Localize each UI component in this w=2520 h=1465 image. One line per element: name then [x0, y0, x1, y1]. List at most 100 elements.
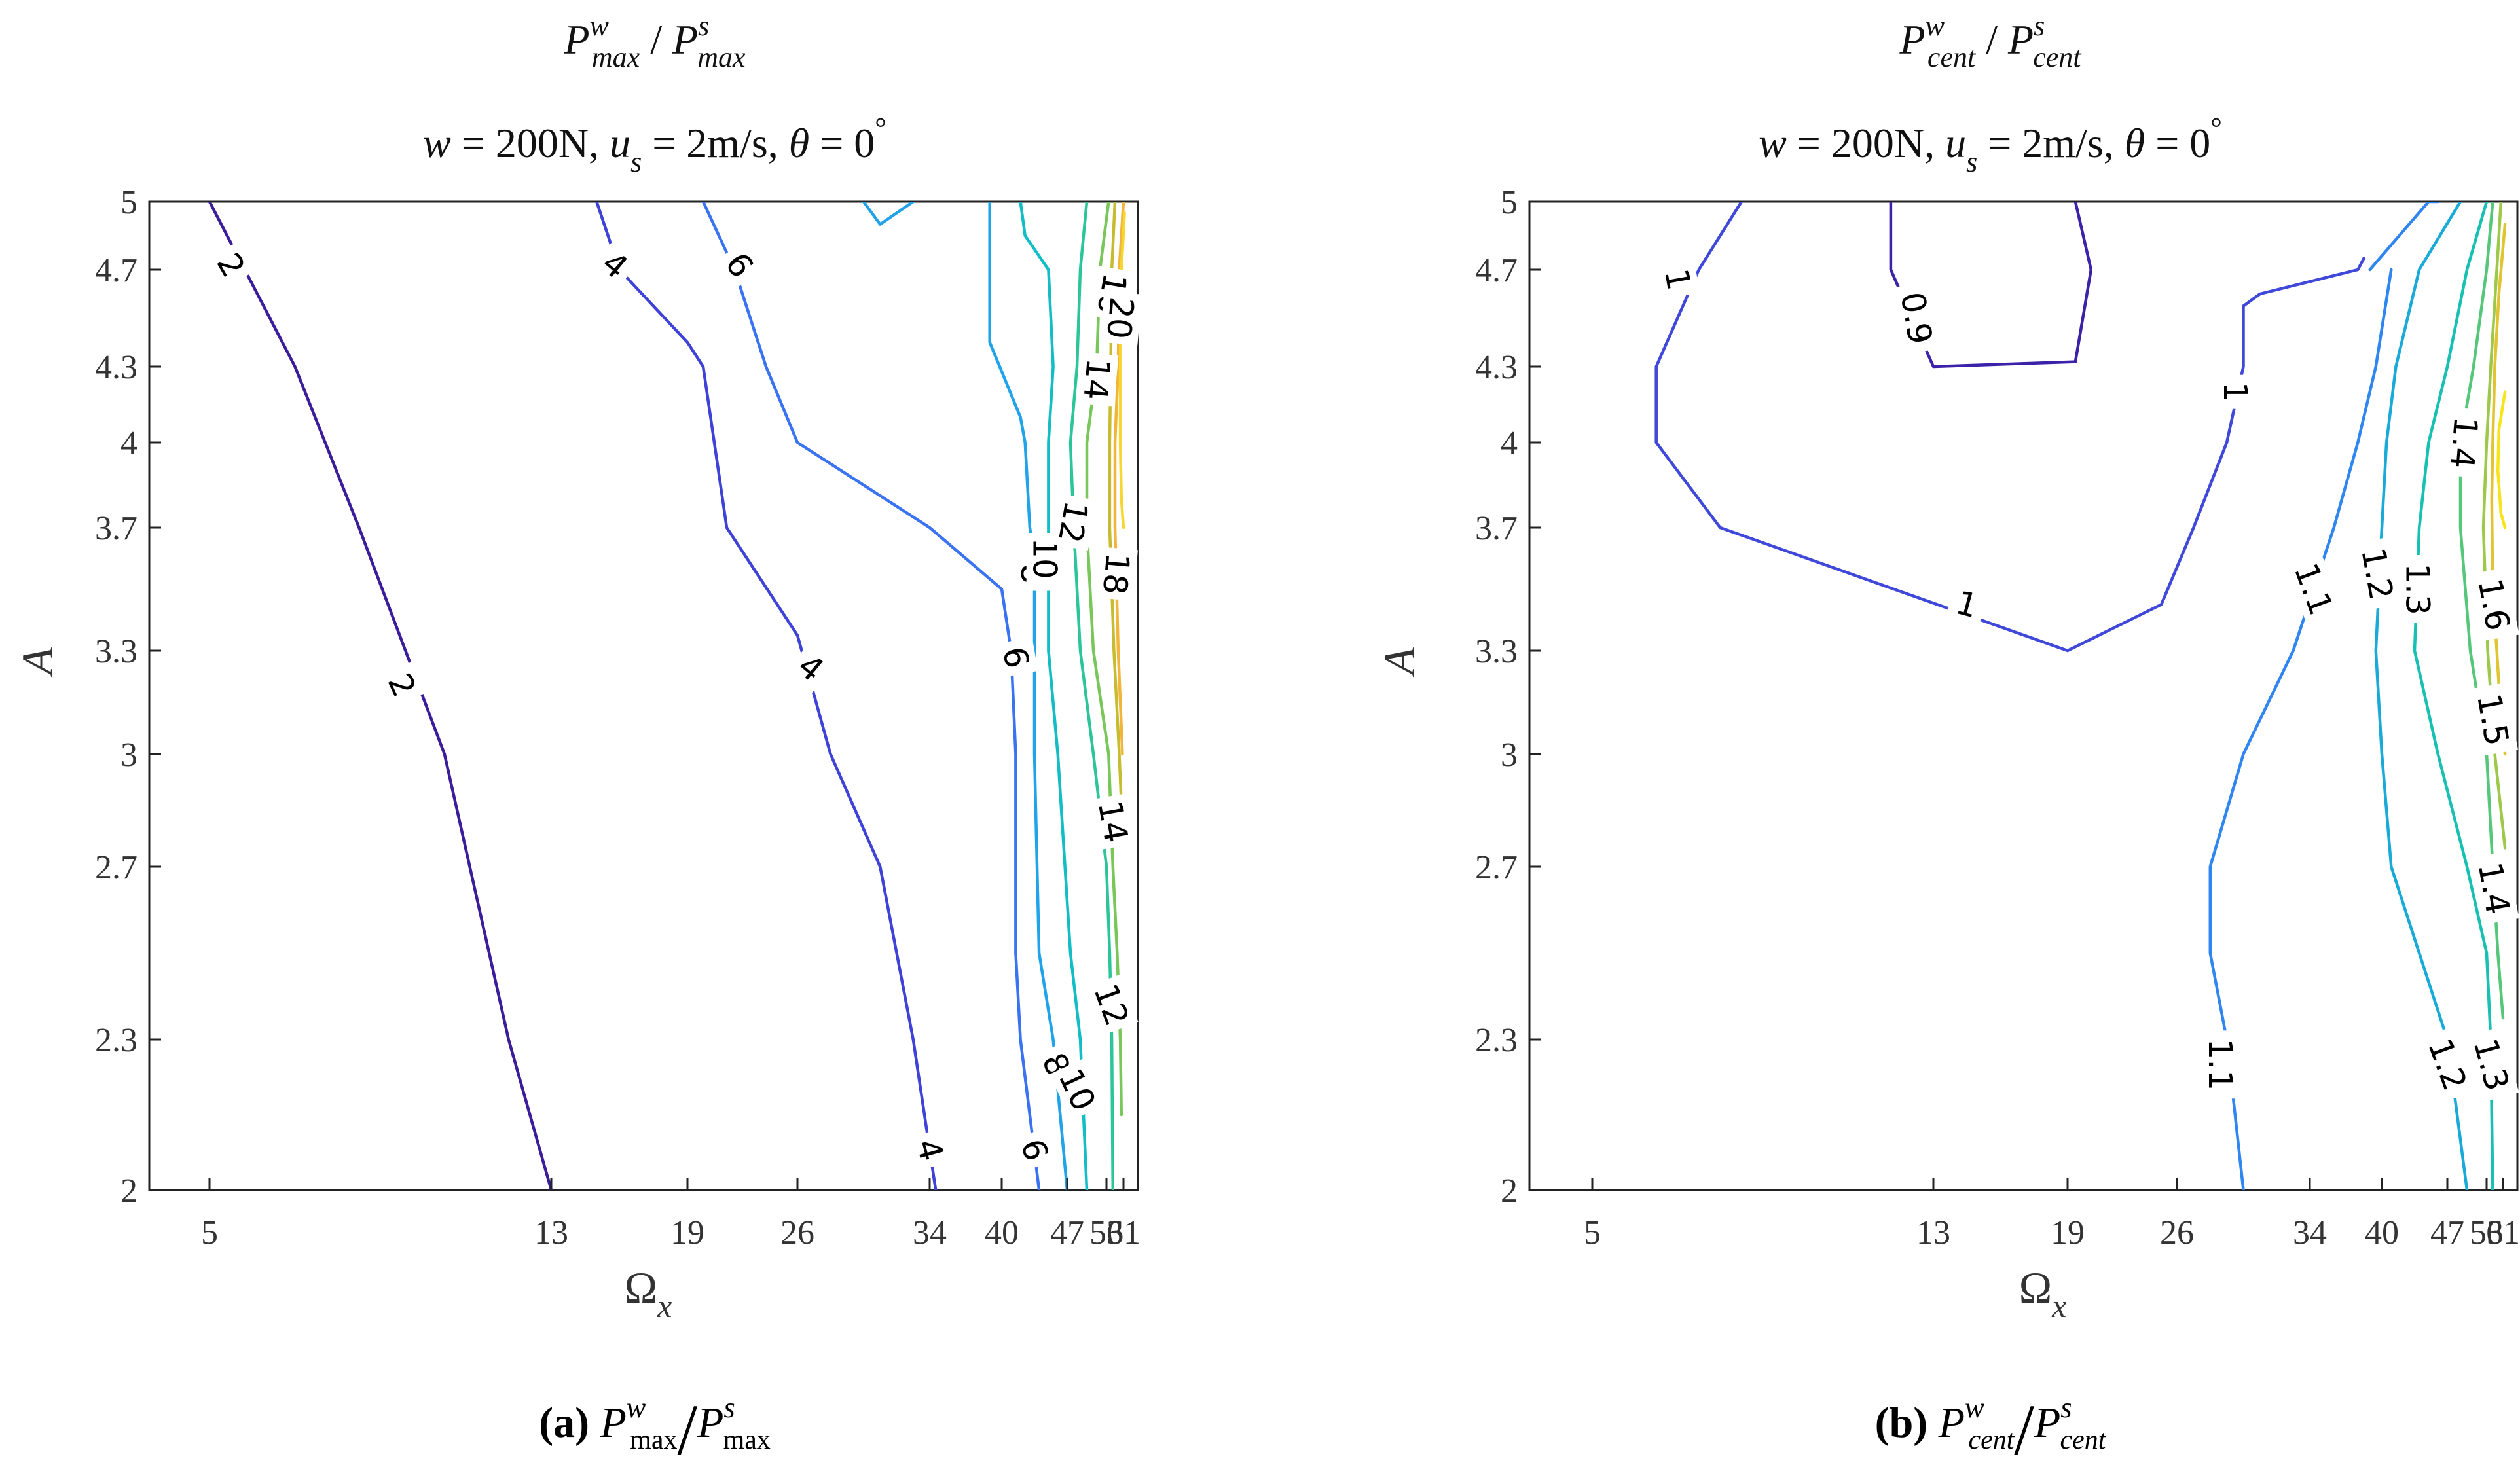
contour-line-4 — [595, 202, 938, 1190]
panel-a: Pw max / Ps max w = 200N, us = 2m/s, θ = 0… — [12, 10, 1142, 1465]
x-tick-label: 53 — [2470, 1214, 2504, 1252]
contour-label: 1.1 — [2284, 550, 2344, 628]
y-tick-label: 4.7 — [95, 252, 137, 289]
panel-b-title-line2: w = 200N, us = 2m/s, θ = 0° — [1759, 112, 2222, 178]
x-tick-label: 61 — [1106, 1214, 1141, 1252]
plot-frame — [1528, 200, 2519, 1191]
y-tick-label: 3.7 — [95, 510, 137, 547]
contour-line-20 — [1118, 211, 1126, 530]
y-tick-label: 3.7 — [1475, 510, 1518, 547]
panel-a-plot: 2244466688101012121414161820513192634404… — [95, 184, 1142, 1252]
contour-label-text: 14 — [1091, 798, 1135, 846]
x-tick-label: 47 — [1050, 1214, 1084, 1252]
contour-label: 1 — [1656, 259, 1700, 300]
contour-label: 0.9 — [1892, 281, 1942, 355]
contour-label-text: 1.1 — [2201, 1039, 2239, 1091]
y-tick-label: 3.3 — [95, 633, 137, 670]
panel-b: Pw cent / Ps cent w = 200N, us = 2m/s, θ =… — [1374, 10, 2520, 1465]
panel-b-title-line1: Pw cent / Ps cent — [1899, 10, 2082, 73]
x-tick-label: 34 — [2293, 1214, 2327, 1252]
contour-line-2 — [208, 202, 553, 1190]
y-tick-label: 3 — [1501, 736, 1518, 774]
contour-line-6 — [701, 202, 1041, 1190]
contour-label: 1.1 — [2201, 1030, 2240, 1099]
contour-line-10 — [1019, 202, 1089, 1190]
contour-line-1_7 — [2496, 390, 2507, 530]
contour-label: 20 — [1099, 291, 1142, 346]
panel-b-caption: (b) Pw cent/Ps cent — [1875, 1390, 2107, 1465]
contour-label: 6 — [714, 240, 765, 290]
y-tick-label: 3 — [120, 736, 137, 774]
panel-b-ylabel: A — [1374, 647, 1424, 678]
y-tick-label: 4 — [1501, 425, 1518, 462]
contour-label: 1.3 — [2398, 555, 2438, 623]
contour-label-text: 1.4 — [2443, 415, 2485, 470]
contour-label: 1.2 — [2353, 537, 2403, 611]
contour-label: 1 — [2216, 374, 2255, 409]
contour-label: 2 — [206, 240, 257, 289]
x-tick-label: 34 — [913, 1214, 947, 1252]
x-tick-label: 47 — [2430, 1214, 2464, 1252]
contour-label-text: 1.6 — [2470, 575, 2517, 633]
panel-a-caption: (a) Pw max/Ps max — [539, 1390, 771, 1465]
contour-label-text: 12 — [1051, 498, 1095, 546]
x-tick-label: 19 — [670, 1214, 704, 1252]
panel-b-xlabel: Ωx — [2019, 1263, 2067, 1324]
x-tick-label: 5 — [201, 1214, 218, 1252]
x-tick-label: 19 — [2051, 1214, 2085, 1252]
x-tick-label: 61 — [2486, 1214, 2520, 1252]
panel-a-title-line2: w = 200N, us = 2m/s, θ = 0° — [423, 112, 886, 178]
x-tick-label: 13 — [1916, 1214, 1950, 1252]
contour-label-text: 1.3 — [2398, 563, 2436, 615]
contour-label-text: 1.2 — [2354, 545, 2400, 602]
y-tick-label: 2.3 — [95, 1022, 137, 1059]
contour-label: 4 — [907, 1128, 953, 1172]
contour-label: 1.4 — [2470, 851, 2519, 926]
contour-line-1_1 — [2208, 268, 2393, 1190]
contour-label-text: 0.9 — [1893, 289, 1939, 347]
x-tick-label: 13 — [534, 1214, 568, 1252]
contour-label: 1.5 — [2468, 682, 2518, 757]
contour-label: 1.4 — [2442, 407, 2487, 479]
contour-label: 1.6 — [2470, 568, 2519, 642]
contour-line-8 — [988, 202, 1069, 1190]
panel-a-ylabel: A — [12, 647, 62, 678]
contour-line-1_5 — [2481, 202, 2507, 850]
y-tick-label: 2.7 — [1475, 849, 1518, 886]
contour-line-0_9 — [1889, 202, 2093, 369]
y-tick-label: 4.7 — [1475, 252, 1518, 289]
panel-a-xlabel: Ωx — [625, 1263, 672, 1324]
y-tick-label: 4.3 — [95, 349, 137, 386]
contour-line-1 — [1654, 202, 2365, 653]
y-tick-label: 4.3 — [1475, 349, 1518, 386]
y-tick-label: 2.3 — [1475, 1022, 1518, 1059]
y-tick-label: 2 — [1501, 1172, 1518, 1210]
x-tick-label: 53 — [1089, 1214, 1123, 1252]
contour-line-8 — [862, 202, 915, 226]
contour-label: 14 — [1076, 352, 1119, 407]
contour-label: 4 — [786, 642, 837, 693]
contour-label-text: 1.4 — [2470, 859, 2517, 917]
y-tick-label: 3.3 — [1475, 633, 1518, 670]
x-tick-label: 5 — [1584, 1214, 1601, 1252]
contour-label: 12 — [1085, 974, 1139, 1036]
y-tick-label: 5 — [1501, 184, 1518, 221]
contour-line-12 — [1068, 202, 1115, 1190]
x-tick-label: 40 — [985, 1214, 1019, 1252]
y-tick-label: 2.7 — [95, 849, 137, 886]
contour-label: 6 — [995, 637, 1038, 678]
x-tick-label: 40 — [2365, 1214, 2399, 1252]
contour-label: 1.3 — [2464, 1026, 2519, 1102]
contour-label-text: 1.5 — [2470, 691, 2516, 748]
contour-label: 18 — [1095, 547, 1138, 601]
contour-label: 2 — [378, 661, 427, 709]
y-tick-label: 2 — [120, 1172, 137, 1210]
contour-label: 12 — [1050, 494, 1097, 551]
contour-label: 6 — [1012, 1128, 1058, 1172]
contour-label-text: 1 — [2216, 382, 2254, 403]
contour-label-text: 18 — [1095, 551, 1137, 596]
y-tick-label: 4 — [120, 425, 137, 462]
contour-label: 14 — [1090, 793, 1137, 850]
